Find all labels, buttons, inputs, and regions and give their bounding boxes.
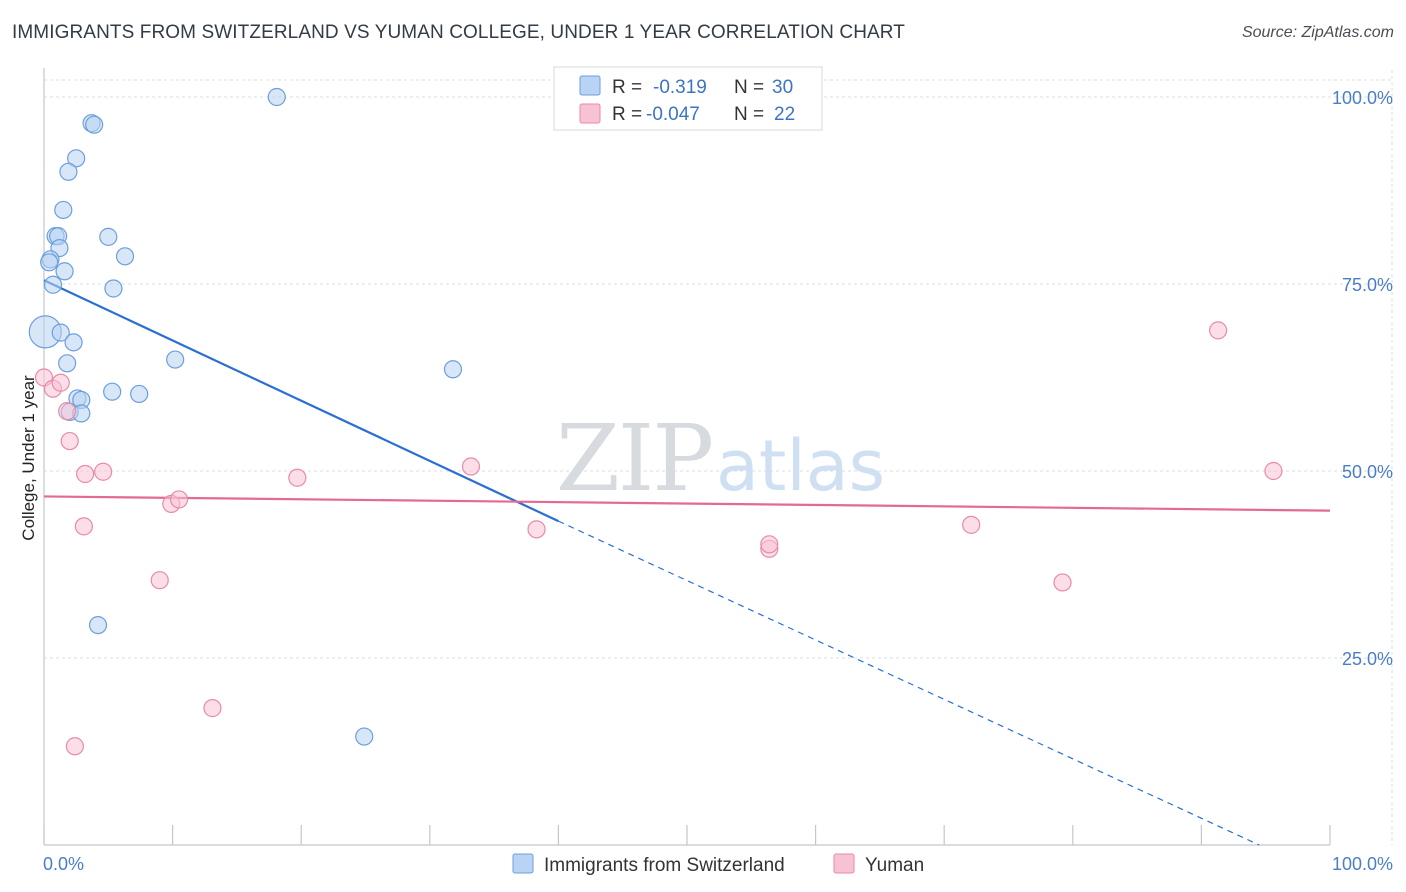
trend-lines — [43, 279, 1331, 846]
point-yuman — [169, 490, 189, 509]
point-switzerland — [51, 323, 70, 342]
bottom-legend-label-yuman: Yuman — [865, 855, 924, 876]
point-yuman — [76, 464, 95, 484]
point-switzerland — [85, 115, 104, 134]
legend-n-label-yuman: N = — [734, 104, 764, 125]
point-yuman — [74, 517, 93, 536]
legend-n-label-switzerland: N = — [734, 77, 764, 98]
bottom-legend-swatch-switzerland — [512, 853, 534, 874]
point-switzerland — [104, 279, 123, 298]
point-yuman — [203, 699, 222, 718]
point-yuman — [58, 402, 77, 421]
point-switzerland — [59, 162, 78, 181]
point-switzerland — [43, 275, 63, 294]
y-tick-label: 75.0% — [1342, 275, 1393, 295]
legend-r-value-yuman: -0.047 — [646, 104, 700, 125]
legend-r-label-switzerland: R = — [612, 77, 642, 98]
x-tick-label-min: 0.0% — [43, 854, 84, 874]
watermark-zip: ZIP — [556, 405, 712, 512]
trend-line-yuman — [43, 495, 1331, 512]
point-switzerland — [54, 200, 73, 220]
point-yuman — [962, 515, 981, 534]
point-yuman — [288, 468, 307, 487]
y-tick-label: 50.0% — [1342, 462, 1393, 482]
axes: 25.0% 50.0% 75.0% 100.0% 0.0% 100.0% — [43, 68, 1393, 874]
point-switzerland — [67, 149, 86, 168]
point-yuman — [1264, 461, 1283, 481]
legend-r-value-switzerland: -0.319 — [653, 77, 707, 98]
point-switzerland — [99, 227, 118, 246]
point-yuman — [461, 457, 481, 476]
point-switzerland — [166, 350, 185, 369]
point-switzerland — [115, 247, 135, 266]
point-switzerland — [355, 727, 374, 746]
point-switzerland — [267, 87, 286, 107]
point-yuman — [1053, 573, 1072, 592]
point-yuman — [527, 520, 546, 539]
stats-legend: R = -0.319 N = 30 R = -0.047 N = 22 — [553, 66, 823, 131]
point-yuman — [60, 431, 79, 451]
point-switzerland — [55, 262, 74, 281]
legend-n-value-switzerland: 30 — [772, 77, 793, 98]
y-tick-label: 100.0% — [1332, 88, 1393, 108]
point-switzerland — [64, 333, 83, 352]
point-switzerland — [40, 253, 59, 272]
point-yuman — [51, 373, 70, 392]
point-switzerland — [130, 384, 149, 404]
point-yuman — [65, 737, 84, 756]
bottom-legend-label-switzerland: Immigrants from Switzerland — [544, 855, 785, 876]
data-points — [28, 87, 1283, 756]
point-yuman — [760, 535, 779, 554]
watermark-atlas: atlas — [716, 425, 885, 507]
point-yuman — [1209, 321, 1228, 340]
bottom-legend-swatch-yuman — [833, 853, 855, 874]
point-switzerland — [443, 360, 463, 379]
legend-r-label-yuman: R = — [612, 104, 642, 125]
chart-title: IMMIGRANTS FROM SWITZERLAND VS YUMAN COL… — [12, 22, 905, 43]
y-axis-title: College, Under 1 year — [19, 375, 38, 541]
legend-swatch-yuman — [579, 103, 601, 124]
legend-n-value-yuman: 22 — [774, 104, 795, 125]
point-yuman — [150, 571, 169, 590]
point-switzerland — [103, 382, 122, 401]
series-legend: Immigrants from Switzerland Yuman — [512, 853, 924, 876]
point-yuman — [94, 462, 113, 481]
legend-swatch-switzerland — [579, 75, 601, 96]
point-switzerland — [88, 615, 108, 635]
trend-line-switzerland — [43, 279, 559, 523]
trend-line-switzerland-extension — [558, 520, 1260, 846]
x-tick-label-max: 100.0% — [1332, 854, 1393, 874]
point-switzerland — [58, 354, 77, 373]
y-tick-label: 25.0% — [1342, 649, 1393, 669]
source-credit: Source: ZipAtlas.com — [1241, 24, 1394, 41]
